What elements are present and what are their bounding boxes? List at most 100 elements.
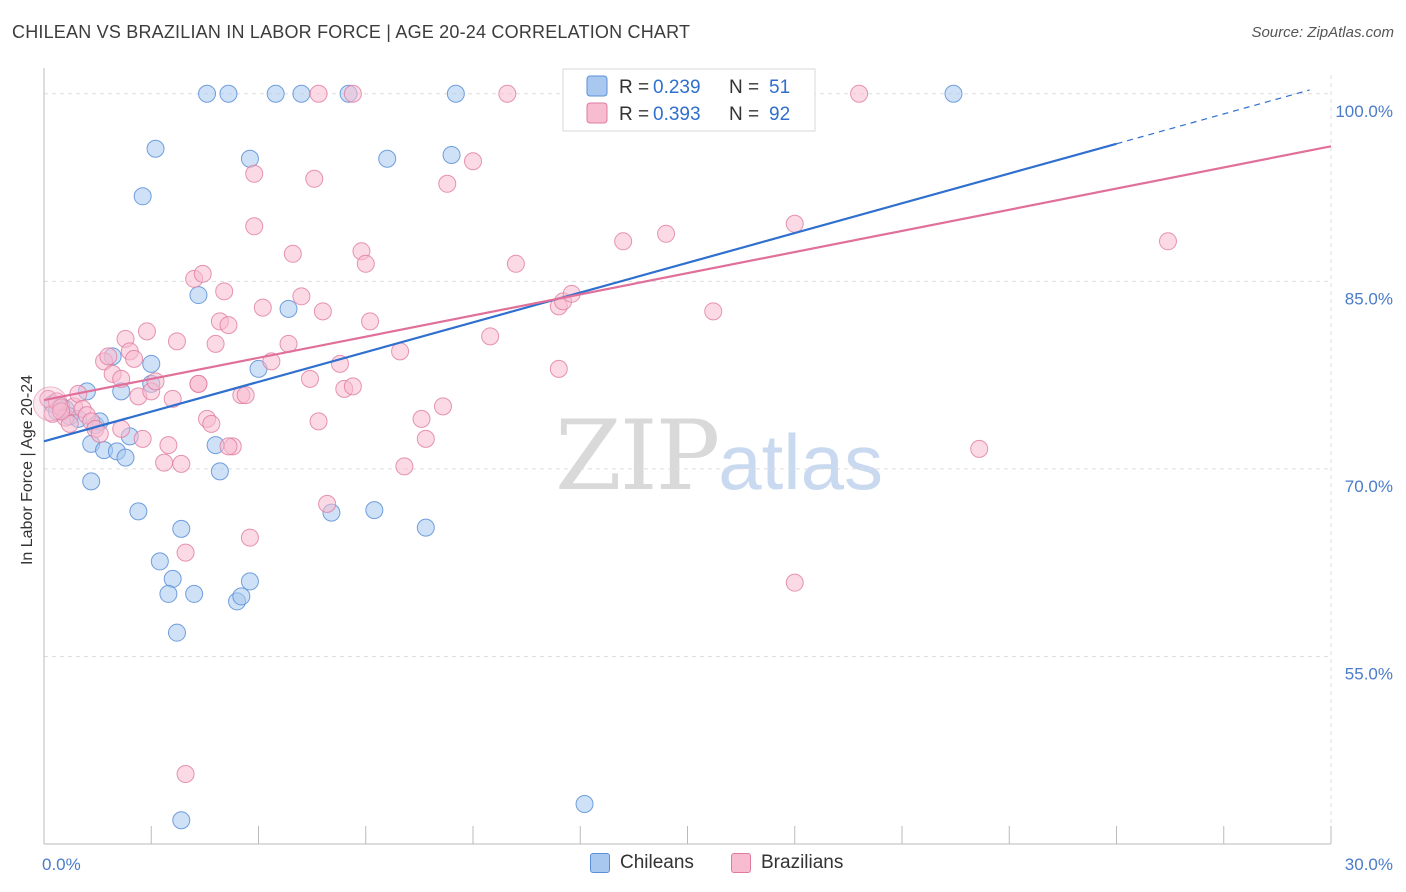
series-brazilians [32,84,1177,783]
point-brazilians [159,436,178,455]
point-chileans [378,149,397,168]
point-chileans [146,139,165,158]
legend-swatch-brazilians [586,102,608,124]
point-brazilians [172,454,191,473]
point-chileans [266,84,285,103]
tick-labels: 100.0% 85.0% 70.0% 55.0% 0.0% 30.0% [42,102,1393,874]
y-tick-label: 70.0% [1345,477,1393,496]
point-chileans [240,572,259,591]
watermark: ZIPatlas [555,400,883,512]
bottom-legend: Chileans Brazilians [0,852,1406,878]
point-brazilians [318,494,337,513]
point-brazilians [549,359,568,378]
point-brazilians [412,409,431,428]
point-chileans [189,286,208,305]
point-brazilians [292,287,311,306]
point-brazilians [438,174,457,193]
point-chileans [163,569,182,588]
point-chileans [159,584,178,603]
point-brazilians [300,369,319,388]
point-chileans [116,448,135,467]
point-chileans [442,146,461,165]
point-brazilians [309,412,328,431]
point-brazilians [313,302,332,321]
point-brazilians [245,164,264,183]
point-brazilians [112,419,131,438]
point-brazilians [309,84,328,103]
point-chileans [232,587,251,606]
y-tick-label: 85.0% [1345,289,1393,308]
point-brazilians-cluster [32,386,68,422]
point-chileans [219,84,238,103]
point-brazilians [236,386,255,405]
legend-n-label-brazilians: N = [729,104,759,125]
point-brazilians [176,543,195,562]
chart-title: CHILEAN VS BRAZILIAN IN LABOR FORCE | AG… [12,22,691,42]
trend-line-brazilians [43,145,1332,402]
bottom-legend-label-brazilians: Brazilians [761,852,844,873]
point-brazilians [146,372,165,391]
point-brazilians [1158,232,1177,251]
point-brazilians [155,453,174,472]
point-brazilians [704,302,723,321]
point-brazilians [193,264,212,283]
point-chileans [292,84,311,103]
point-brazilians [416,429,435,448]
point-brazilians [433,397,452,416]
bottom-legend-brazilians: Brazilians [731,852,843,874]
point-brazilians [206,334,225,353]
point-brazilians [970,439,989,458]
point-brazilians [245,217,264,236]
point-brazilians [785,573,804,592]
point-brazilians [506,254,525,273]
point-brazilians [215,282,234,301]
point-chileans [185,584,204,603]
point-brazilians [163,389,182,408]
point-chileans [167,623,186,642]
point-brazilians [283,244,302,263]
point-chileans [446,84,465,103]
bottom-legend-chileans: Chileans [590,852,694,874]
legend-n-value-brazilians: 92 [769,104,790,125]
y-tick-label: 55.0% [1345,664,1393,683]
point-brazilians [253,298,272,317]
point-brazilians [125,349,144,368]
legend-n-value-chileans: 51 [769,77,790,98]
point-chileans [240,149,259,168]
point-chileans [944,84,963,103]
legend-r-value-chileans: 0.239 [653,77,701,98]
point-brazilians [167,332,186,351]
point-brazilians [60,414,79,433]
point-brazilians [219,316,238,335]
point-chileans [416,518,435,537]
point-chileans [142,354,161,373]
watermark-zip: ZIP [555,400,720,512]
point-brazilians [137,322,156,341]
watermark-atlas: atlas [718,418,883,506]
point-chileans [365,501,384,520]
point-chileans [82,472,101,491]
point-brazilians [305,169,324,188]
axes [43,68,1332,845]
point-brazilians [133,429,152,448]
point-brazilians [202,414,221,433]
legend-r-value-brazilians: 0.393 [653,104,701,125]
point-brazilians [189,374,208,393]
bottom-legend-swatch-chileans [590,853,610,873]
point-brazilians [99,347,118,366]
point-brazilians [498,84,517,103]
legend-n-label-chileans: N = [729,77,759,98]
point-brazilians [240,528,259,547]
point-brazilians [785,214,804,233]
point-chileans [210,462,229,481]
point-brazilians [219,437,238,456]
point-chileans [198,84,217,103]
legend-swatch-chileans [586,75,608,97]
point-chileans [172,519,191,538]
grid-lines [44,75,1332,844]
point-chileans [129,502,148,521]
point-brazilians [343,377,362,396]
trend-lines [43,89,1332,443]
y-tick-label: 100.0% [1335,102,1393,121]
point-brazilians [176,764,195,783]
